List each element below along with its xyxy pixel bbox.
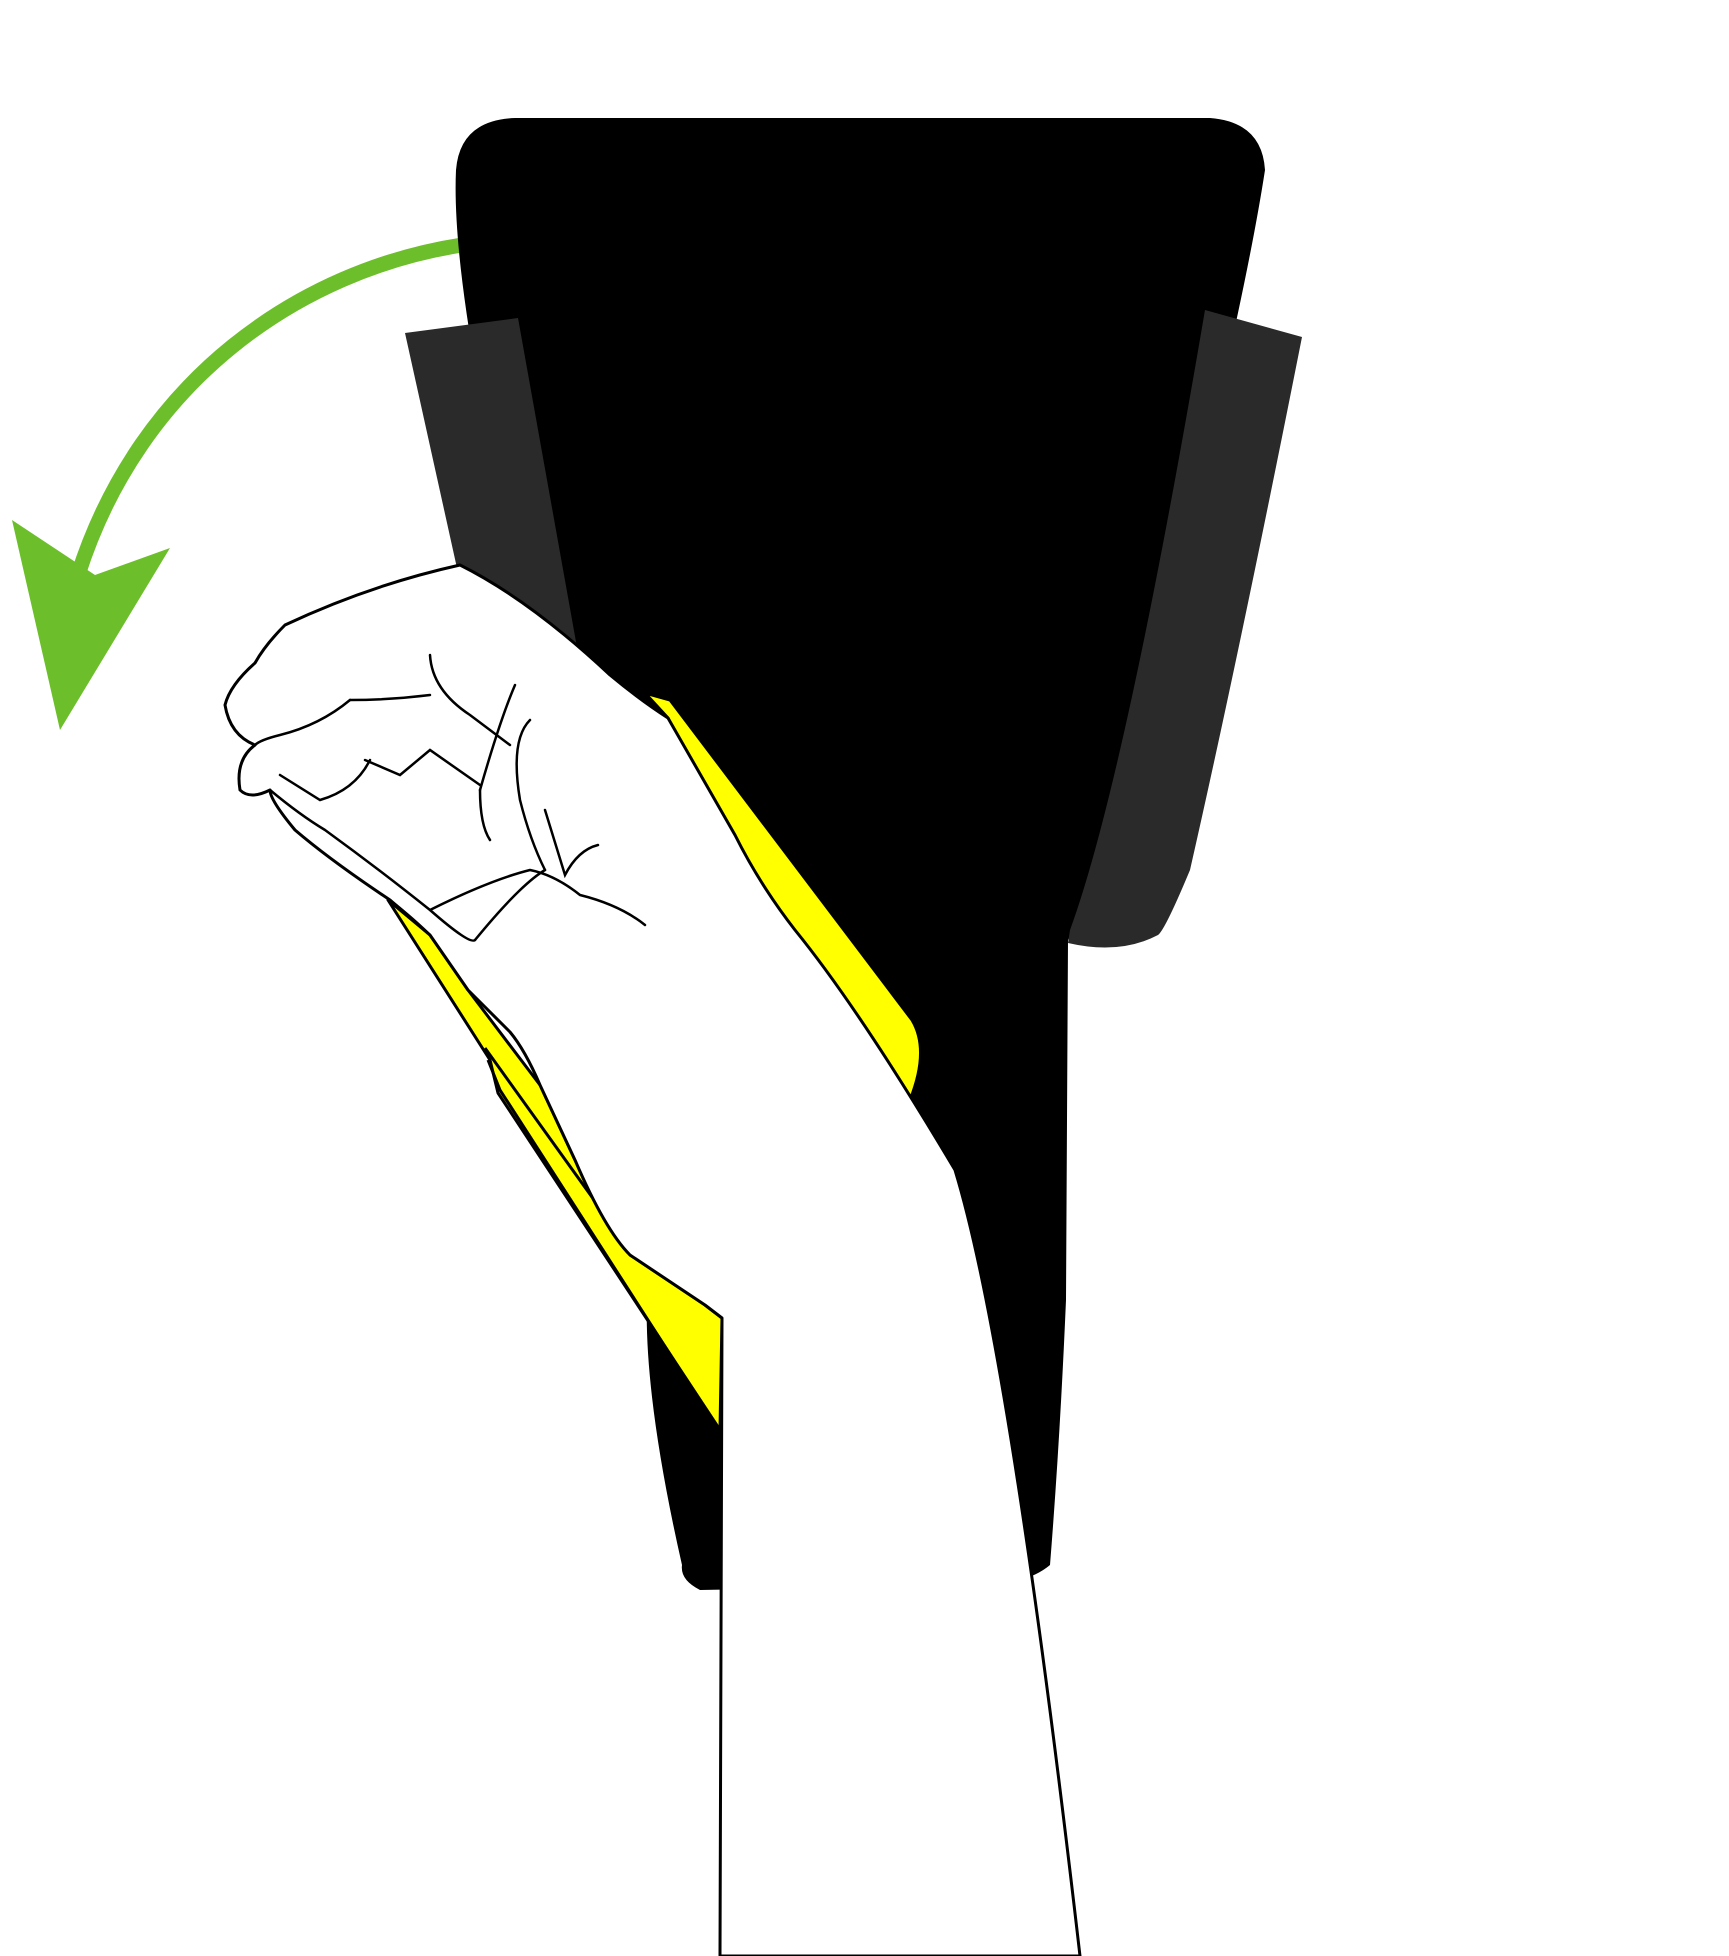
accent-strip-edge xyxy=(486,1059,722,1433)
arrow-head xyxy=(12,520,170,730)
arrow-shaft xyxy=(70,237,464,578)
hand-detail-lines xyxy=(253,653,647,942)
hand xyxy=(223,563,1082,1956)
rotate-counterclockwise-icon xyxy=(12,237,464,730)
right-side-pad xyxy=(1068,310,1302,948)
